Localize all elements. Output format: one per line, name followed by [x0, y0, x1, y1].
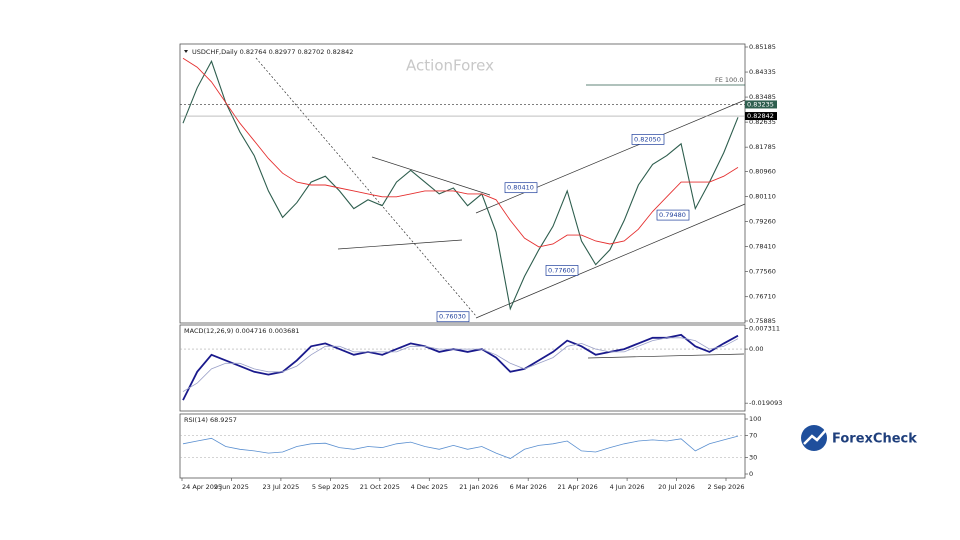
level-box [745, 112, 777, 121]
watermark: ActionForex [406, 57, 494, 75]
y-tick-label: 30 [749, 454, 757, 462]
x-tick-label: 20 Jul 2026 [658, 483, 695, 491]
x-tick-label: 4 Jun 2026 [610, 483, 645, 491]
level-label: 0.82842 [747, 112, 774, 120]
logo: ForexCheck [801, 425, 917, 451]
rsi-panel [179, 413, 746, 479]
x-tick-label: 24 Apr 2025 [182, 483, 222, 491]
trendlines [255, 57, 746, 359]
y-tick-label: -0.019093 [749, 399, 782, 407]
level-box [745, 100, 777, 109]
annotation-label: 0.79480 [659, 211, 686, 219]
annotation-box [504, 182, 538, 194]
header: USDCHF,Daily 0.82764 0.82977 0.82702 0.8… [192, 48, 353, 56]
macd-panel [179, 324, 746, 412]
annotation-box [436, 311, 470, 323]
macd-line [182, 337, 739, 392]
annotation-label: 0.82050 [634, 135, 661, 143]
annotation-box [545, 265, 579, 276]
annotation-box [631, 134, 665, 145]
y-tick-label: 100 [749, 415, 761, 423]
y-tick-label: 0.76710 [749, 293, 776, 301]
x-tick-label: 21 Oct 2025 [360, 483, 400, 491]
x-tick-label: 9 Jun 2025 [214, 483, 249, 491]
x-tick-label: 21 Jan 2026 [459, 483, 498, 491]
price-panel [179, 43, 746, 324]
y-tick-label: 0.79260 [749, 218, 776, 226]
x-tick-label: 2 Sep 2026 [707, 483, 744, 491]
x-tick-label: 23 Jul 2025 [263, 483, 300, 491]
rsi-line [182, 435, 739, 460]
y-tick-label: 0.83485 [749, 93, 776, 101]
logo-text: ForexCheck [832, 432, 917, 447]
price-line [182, 57, 739, 248]
y-tick-label: 0 [749, 470, 753, 478]
annotation-label: 0.77600 [548, 266, 575, 274]
annotation-box [656, 209, 690, 221]
y-tick-label: 0.85185 [749, 43, 776, 51]
y-tick-label: 0.84335 [749, 68, 776, 76]
y-tick-label: 0.75885 [749, 317, 776, 325]
y-tick-label: 0.78410 [749, 243, 776, 251]
x-tick-label: 4 Dec 2025 [411, 483, 448, 491]
fe-label: FE 100.0 [715, 76, 744, 84]
y-tick-label: 0.80110 [749, 193, 776, 201]
x-tick-label: 5 Sep 2025 [312, 483, 349, 491]
x-tick-label: 6 Mar 2026 [510, 483, 547, 491]
rsi-title: RSI(14) 68.9257 [184, 416, 237, 424]
y-tick-label: 0.77560 [749, 268, 776, 276]
y-tick-label: 0.81785 [749, 143, 776, 151]
y-tick-label: 0.00 [749, 345, 763, 353]
level-label: 0.83235 [747, 100, 774, 108]
y-tick-label: 0.82635 [749, 118, 776, 126]
annotation-label: 0.80410 [507, 184, 534, 192]
annotation-label: 0.76030 [439, 313, 466, 321]
y-tick-label: 0.007311 [749, 324, 780, 332]
x-tick-label: 21 Apr 2026 [558, 483, 598, 491]
macd-title: MACD(12,26,9) 0.004716 0.003681 [184, 327, 300, 335]
y-tick-label: 0.80960 [749, 167, 776, 175]
menu-arrow [184, 50, 188, 53]
y-tick-label: 70 [749, 432, 757, 440]
price-line [182, 59, 739, 311]
macd-line [182, 333, 739, 401]
